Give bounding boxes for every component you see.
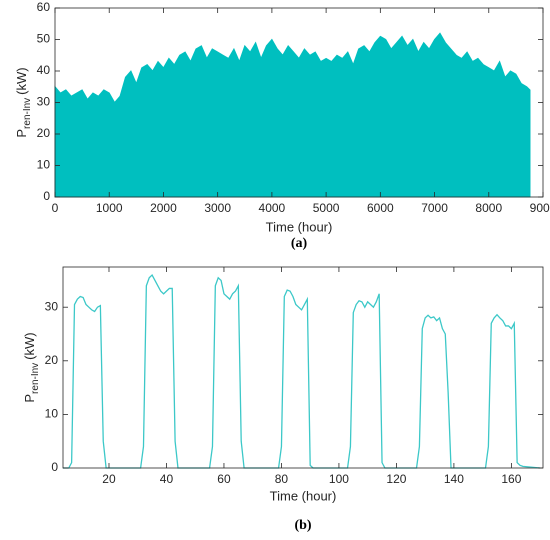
- y-axis-label: Pren-Inv (kW): [22, 332, 40, 402]
- y-tick-label: 20: [37, 126, 51, 140]
- x-tick-label: 7000: [421, 201, 448, 215]
- x-tick-label: 60: [217, 472, 231, 486]
- y-tick-label: 30: [37, 95, 51, 109]
- y-label-main: P: [22, 394, 37, 403]
- x-tick-label: 2000: [150, 201, 177, 215]
- x-tick-label: 120: [386, 472, 406, 486]
- y-tick-label: 60: [37, 0, 51, 14]
- y-tick-label: 10: [45, 407, 59, 421]
- y-tick-label: 0: [43, 189, 50, 203]
- x-tick-label: 4000: [259, 201, 286, 215]
- caption: (a): [291, 236, 308, 251]
- y-label-sub: ren-Inv: [22, 98, 33, 129]
- y-tick-label: 0: [51, 460, 58, 474]
- caption: (b): [294, 518, 311, 533]
- x-axis-label: Time (hour): [266, 219, 333, 234]
- x-tick-label: 6000: [367, 201, 394, 215]
- y-axis-label: Pren-Inv (kW): [14, 67, 32, 137]
- area: [54, 32, 531, 198]
- x-tick-label: 160: [501, 472, 521, 486]
- y-label-main: P: [14, 129, 29, 138]
- x-tick-label: 140: [444, 472, 464, 486]
- x-tick-label: 8000: [475, 201, 502, 215]
- y-label-unit: (kW): [22, 332, 37, 359]
- y-tick-label: 50: [37, 32, 51, 46]
- line: [63, 273, 541, 469]
- x-tick-label: 0: [52, 201, 59, 215]
- axes-box: [62, 266, 544, 469]
- x-tick-label: 100: [329, 472, 349, 486]
- y-tick-label: 20: [45, 353, 59, 367]
- y-tick-label: 30: [45, 299, 59, 313]
- x-tick-label: 20: [102, 472, 116, 486]
- x-tick-label: 1000: [96, 201, 123, 215]
- x-tick-label: 5000: [313, 201, 340, 215]
- y-label-unit: (kW): [14, 67, 29, 94]
- x-axis-label: Time (hour): [270, 488, 337, 503]
- y-label-sub: ren-Inv: [30, 363, 41, 394]
- x-tick-label: 3000: [204, 201, 231, 215]
- x-tick-label: 40: [160, 472, 174, 486]
- y-tick-label: 10: [37, 158, 51, 172]
- x-tick-label: 80: [275, 472, 289, 486]
- y-tick-label: 40: [37, 63, 51, 77]
